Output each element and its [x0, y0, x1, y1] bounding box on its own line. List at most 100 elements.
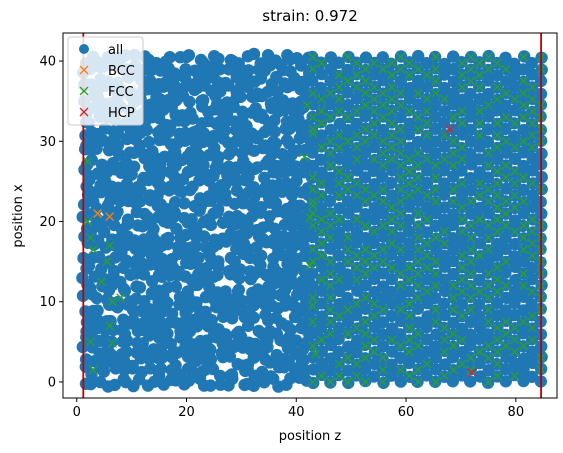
data-point-fcc: [422, 239, 432, 249]
data-point-all: [98, 225, 111, 239]
data-point-fcc: [492, 323, 502, 333]
data-point-fcc: [448, 305, 458, 315]
data-point-fcc: [492, 275, 502, 285]
legend-entry-all: all: [79, 43, 123, 58]
data-point-all: [499, 242, 512, 256]
data-point-fcc: [413, 281, 423, 291]
data-point-fcc: [475, 58, 485, 68]
data-point-fcc: [325, 329, 335, 339]
data-point-all: [402, 225, 416, 238]
x-tick-label: 60: [398, 405, 415, 420]
data-point-fcc: [85, 337, 95, 347]
data-point-all: [192, 251, 205, 264]
data-point-fcc: [519, 317, 528, 327]
data-point-all: [285, 188, 299, 202]
data-point-all: [284, 65, 297, 78]
data-point-all: [491, 69, 504, 82]
data-point-all: [289, 364, 303, 377]
data-point-fcc: [334, 130, 344, 140]
data-point-all: [212, 203, 225, 216]
data-point-fcc: [317, 335, 326, 345]
data-point-fcc: [85, 233, 95, 243]
data-point-fcc: [404, 275, 414, 285]
data-point-fcc: [519, 281, 528, 291]
data-point-all: [219, 76, 232, 90]
data-point-all: [164, 337, 177, 351]
data-point-fcc: [352, 323, 362, 333]
data-point-fcc: [404, 178, 414, 188]
data-point-all: [212, 150, 225, 164]
data-point-fcc: [519, 52, 528, 62]
data-point-fcc: [483, 221, 493, 230]
data-point-all: [508, 69, 521, 82]
data-point-fcc: [378, 184, 388, 194]
data-point-fcc: [440, 323, 449, 333]
data-point-fcc: [492, 371, 502, 381]
data-point-all: [126, 359, 139, 372]
data-point-fcc: [457, 118, 467, 128]
data-point-all: [97, 272, 110, 285]
data-point-fcc: [396, 269, 406, 279]
data-point-fcc: [325, 209, 335, 218]
data-point-fcc: [527, 311, 537, 321]
data-point-fcc: [360, 341, 370, 351]
data-point-all: [482, 87, 495, 101]
data-point-all: [464, 87, 477, 101]
data-point-all: [359, 158, 372, 171]
data-point-all: [508, 250, 521, 263]
data-point-fcc: [325, 160, 335, 170]
data-point-fcc: [317, 190, 326, 200]
data-point-all: [140, 123, 153, 137]
data-point-fcc: [317, 275, 326, 285]
data-point-all: [83, 281, 97, 295]
data-point-hcp: [467, 367, 477, 377]
data-point-all: [455, 298, 468, 311]
data-point-all: [212, 255, 225, 268]
data-point-all: [367, 236, 380, 250]
data-point-fcc: [501, 329, 511, 339]
data-point-all: [275, 317, 288, 330]
data-point-fcc: [413, 221, 423, 230]
data-point-fcc: [527, 239, 537, 249]
data-point-all: [428, 110, 442, 124]
data-point-all: [525, 273, 539, 286]
data-point-all: [111, 139, 125, 152]
data-point-fcc: [413, 209, 423, 218]
data-point-all: [481, 171, 495, 184]
data-point-fcc: [492, 335, 502, 345]
data-point-fcc: [369, 299, 379, 309]
legend-entry-bcc: BCC: [79, 64, 135, 79]
data-point-fcc: [457, 335, 467, 345]
data-point-fcc: [378, 148, 388, 158]
data-point-fcc: [492, 203, 502, 212]
data-point-fcc: [413, 88, 423, 98]
data-point-all: [277, 230, 290, 243]
data-point-fcc: [387, 335, 397, 345]
data-point-fcc: [492, 142, 502, 152]
data-point-fcc: [422, 130, 432, 140]
data-point-fcc: [396, 221, 406, 230]
data-point-all: [499, 266, 512, 279]
data-point-all: [169, 359, 182, 372]
data-point-fcc: [369, 251, 379, 261]
data-point-fcc: [431, 257, 441, 267]
data-point-fcc: [466, 257, 476, 267]
data-point-fcc: [527, 106, 537, 116]
data-point-fcc: [422, 251, 432, 261]
data-point-all: [350, 200, 363, 213]
data-point-fcc: [308, 112, 318, 122]
data-point-fcc: [431, 317, 441, 327]
data-point-all: [358, 171, 372, 184]
data-point-all: [154, 315, 167, 329]
legend-box: [67, 36, 144, 126]
data-point-fcc: [422, 190, 432, 200]
data-point-fcc: [325, 221, 335, 230]
legend-marker: [79, 107, 89, 117]
data-point-fcc: [352, 371, 362, 381]
data-point-fcc: [116, 293, 126, 303]
data-point-fcc: [343, 257, 353, 267]
data-point-fcc: [334, 311, 344, 321]
data-point-all: [429, 351, 442, 364]
data-point-all: [350, 346, 363, 359]
data-point-fcc: [360, 377, 370, 387]
